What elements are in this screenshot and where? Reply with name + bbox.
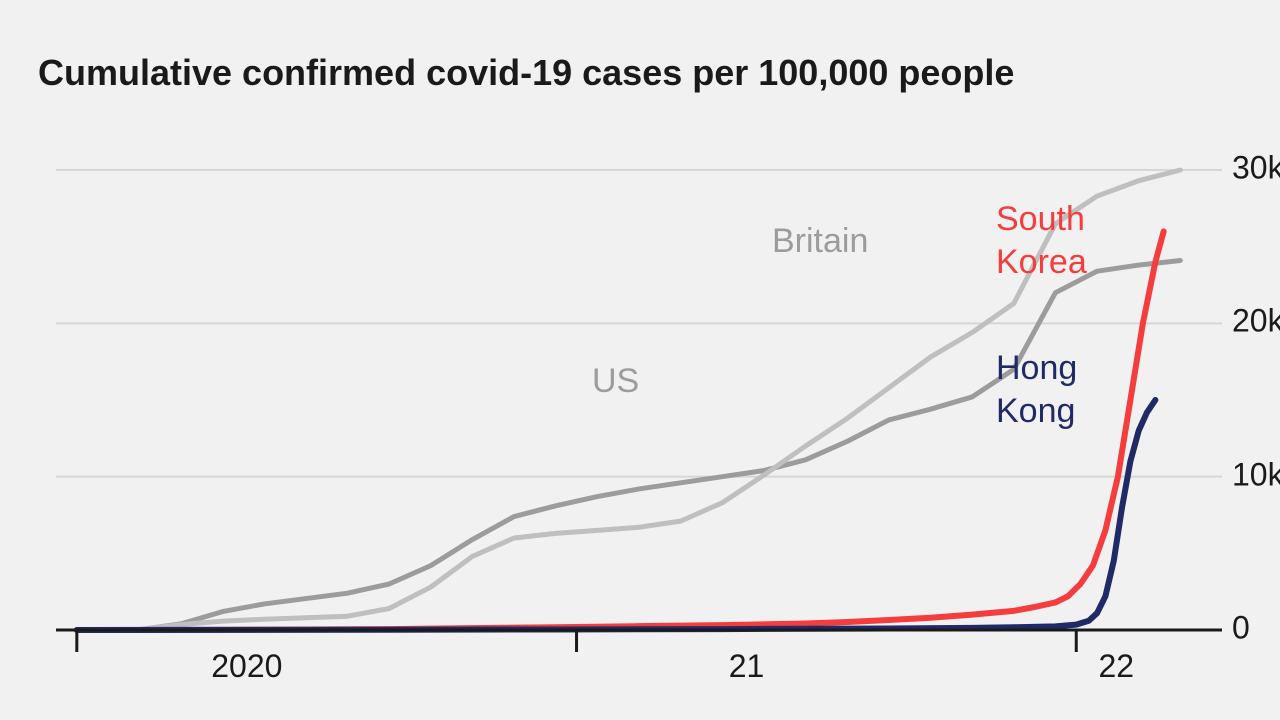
series-label-britain: Britain bbox=[772, 220, 868, 263]
y-axis-label: 30k bbox=[1232, 150, 1280, 187]
y-axis-label: 20k bbox=[1232, 303, 1280, 340]
chart-container: Cumulative confirmed covid-19 cases per … bbox=[0, 0, 1280, 720]
chart-svg bbox=[0, 0, 1280, 720]
y-axis-label: 0 bbox=[1232, 610, 1250, 647]
y-axis-label: 10k bbox=[1232, 456, 1280, 493]
x-axis-label: 2020 bbox=[211, 648, 282, 685]
series-label-us: US bbox=[592, 360, 639, 403]
chart-title: Cumulative confirmed covid-19 cases per … bbox=[38, 52, 1014, 94]
x-axis-label: 22 bbox=[1098, 648, 1134, 685]
series-label-hongkong: Hong Kong bbox=[996, 347, 1077, 432]
x-axis-label: 21 bbox=[729, 648, 765, 685]
series-label-southkorea: South Korea bbox=[996, 198, 1087, 283]
